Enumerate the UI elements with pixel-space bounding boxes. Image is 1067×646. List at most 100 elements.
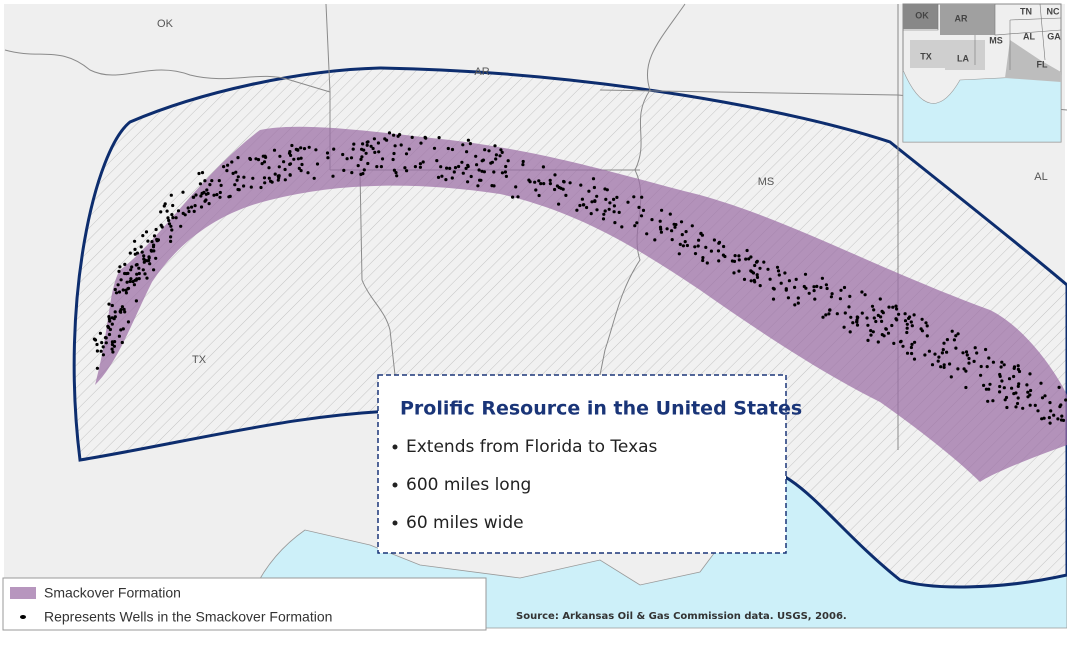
well (945, 338, 950, 342)
well (107, 315, 111, 319)
well (165, 209, 169, 213)
well (101, 345, 105, 349)
well (863, 293, 867, 297)
well (171, 216, 175, 220)
well (288, 173, 292, 177)
well (200, 171, 205, 175)
well (615, 195, 619, 199)
well (819, 285, 823, 290)
well (604, 197, 608, 201)
well (894, 317, 898, 321)
well (99, 349, 103, 353)
well (492, 184, 496, 188)
well (306, 171, 310, 175)
well (684, 230, 688, 234)
well (312, 176, 316, 180)
well (683, 240, 687, 244)
well (1028, 393, 1032, 397)
well (589, 212, 593, 216)
well (607, 207, 611, 211)
inset-label: FL (1037, 59, 1048, 69)
well (282, 160, 286, 164)
well (835, 312, 839, 316)
well (129, 277, 133, 281)
well (895, 307, 899, 311)
well (307, 145, 311, 149)
well (483, 148, 487, 152)
well (503, 170, 507, 174)
well (95, 342, 99, 347)
well (208, 183, 212, 187)
well (587, 189, 591, 193)
well (659, 230, 664, 234)
well (945, 350, 949, 354)
well (395, 174, 399, 178)
well (261, 154, 265, 158)
well (506, 159, 510, 163)
well (894, 304, 898, 308)
well (690, 224, 694, 228)
well (722, 244, 726, 249)
well (776, 269, 781, 273)
well (693, 245, 697, 249)
well (866, 323, 870, 327)
well (744, 257, 748, 261)
well (941, 348, 945, 352)
well (457, 164, 461, 169)
well (673, 225, 677, 229)
well (366, 161, 370, 166)
well (236, 175, 240, 179)
well (537, 179, 541, 183)
well (1014, 405, 1018, 409)
well (106, 324, 110, 328)
well (398, 133, 402, 137)
well (872, 308, 876, 312)
well (1017, 382, 1021, 386)
well (617, 210, 621, 214)
well (987, 356, 991, 360)
well (872, 316, 876, 320)
inset-map: OK AR TN NC AL GA MS TX LA FL (902, 3, 1062, 143)
well (856, 315, 860, 320)
well (580, 197, 585, 201)
well (1036, 409, 1040, 413)
well (1052, 413, 1056, 417)
inset-label: AR (955, 13, 968, 23)
well (908, 315, 912, 319)
well (171, 203, 175, 208)
well (829, 295, 834, 299)
well (1047, 416, 1051, 420)
well (299, 156, 303, 160)
well (154, 256, 158, 260)
well (342, 168, 346, 172)
well (650, 218, 654, 222)
smackover-formation (95, 126, 1067, 483)
well (169, 235, 173, 239)
well (812, 285, 816, 289)
well (133, 239, 137, 243)
well (146, 239, 150, 243)
well (723, 254, 727, 259)
wells (92, 131, 1067, 425)
well (548, 178, 552, 182)
well (855, 319, 859, 323)
well (1064, 398, 1067, 402)
well (1016, 367, 1021, 371)
inset-label: GA (1047, 31, 1061, 41)
well (123, 262, 127, 266)
well (262, 176, 267, 180)
well (1016, 384, 1020, 388)
well (124, 291, 128, 295)
well (107, 332, 112, 337)
well (187, 209, 191, 214)
well (653, 238, 657, 242)
well (372, 137, 376, 141)
well (828, 308, 832, 312)
well (314, 148, 318, 152)
well (533, 180, 537, 184)
well (612, 210, 616, 214)
callout-bullet: 600 miles long (406, 475, 531, 495)
well (674, 223, 678, 227)
well (461, 171, 465, 175)
